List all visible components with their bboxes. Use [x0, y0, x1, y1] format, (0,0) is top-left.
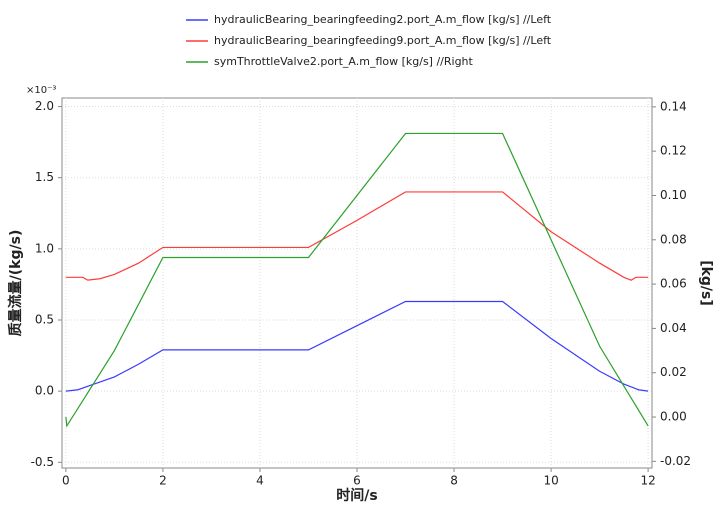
- x-tick-label: 12: [640, 474, 655, 488]
- y2-tick-label: 0.02: [660, 365, 687, 379]
- y-tick-label: 2.0: [35, 99, 54, 113]
- x-tick-label: 10: [543, 474, 558, 488]
- y-axis-title: 质量流量/(kg/s): [7, 230, 24, 337]
- plot-frame: [61, 97, 653, 469]
- y2-tick-label: 0.10: [660, 188, 687, 202]
- legend-label: hydraulicBearing_bearingfeeding2.port_A.…: [214, 13, 552, 26]
- y-tick-label: 1.5: [35, 170, 54, 184]
- legend-label: symThrottleValve2.port_A.m_flow [kg/s] /…: [214, 55, 474, 68]
- y2-axis-title: [kg/s]: [698, 260, 714, 306]
- y2-tick-label: 0.14: [660, 99, 687, 113]
- x-tick-label: 4: [256, 474, 264, 488]
- y-multiplier: ×10⁻³: [26, 85, 56, 96]
- x-tick-label: 6: [353, 474, 361, 488]
- y-tick-label: 1.0: [35, 241, 54, 255]
- y2-tick-label: 0.00: [660, 410, 687, 424]
- legend: hydraulicBearing_bearingfeeding2.port_A.…: [186, 13, 552, 68]
- y2-tick-label: 0.04: [660, 321, 687, 335]
- y-tick-label: 0.0: [35, 384, 54, 398]
- legend-label: hydraulicBearing_bearingfeeding9.port_A.…: [214, 34, 552, 47]
- series-line: [65, 191, 649, 281]
- series-line: [65, 132, 649, 428]
- x-tick-label: 8: [450, 474, 458, 488]
- y-tick-label: 0.5: [35, 313, 54, 327]
- y2-tick-label: 0.12: [660, 144, 687, 158]
- series-line: [65, 300, 649, 392]
- y-tick-label: -0.5: [31, 455, 54, 469]
- x-tick-label: 2: [159, 474, 167, 488]
- x-axis-title: 时间/s: [336, 487, 377, 504]
- x-tick-label: 0: [62, 474, 70, 488]
- y2-tick-label: 0.08: [660, 232, 687, 246]
- y2-tick-label: 0.06: [660, 277, 687, 291]
- y2-tick-label: -0.02: [660, 454, 691, 468]
